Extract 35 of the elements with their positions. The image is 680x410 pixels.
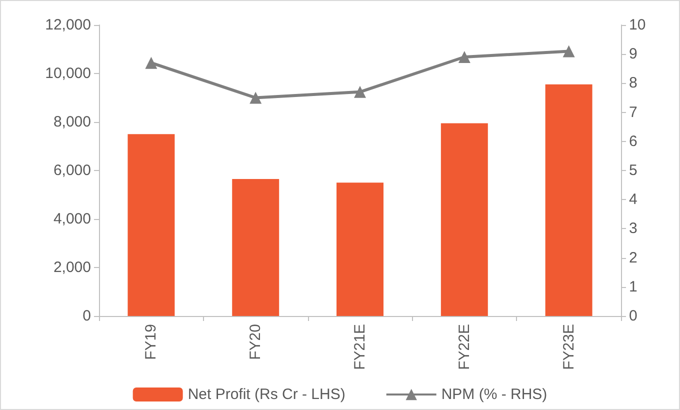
y-tick-label: 4,000 xyxy=(53,210,91,228)
bar xyxy=(545,84,592,316)
y-tick-label: 6,000 xyxy=(53,162,91,179)
x-tick-label: FY20 xyxy=(247,324,264,360)
y2-tick-label: 10 xyxy=(629,16,646,34)
x-tick-label: FY23E xyxy=(560,324,578,370)
y-tick-label: 10,000 xyxy=(45,65,91,82)
y2-tick-label: 5 xyxy=(629,162,638,179)
point xyxy=(145,56,158,69)
y-tick-label: 8,000 xyxy=(53,114,91,130)
y2-tick-label: 2 xyxy=(629,249,638,266)
y2-tick-label: 0 xyxy=(629,308,638,324)
legend-label: Net Profit (Rs Cr - LHS) xyxy=(188,386,346,403)
bar xyxy=(232,178,280,316)
x-tick-label: FY22E xyxy=(456,324,473,370)
x-tick-label: FY21E xyxy=(352,324,368,370)
y2-tick-label: 1 xyxy=(629,278,638,296)
y-tick-label: 0 xyxy=(82,308,91,324)
y2-tick-label: 6 xyxy=(629,132,638,150)
y2-tick-label: 7 xyxy=(629,104,638,121)
bar xyxy=(336,182,384,316)
point xyxy=(354,86,366,98)
y-tick-label: 12,000 xyxy=(45,16,91,34)
y2-tick-label: 9 xyxy=(629,46,638,63)
bar xyxy=(440,123,488,316)
y2-tick-label: 3 xyxy=(629,220,638,238)
legend-label: NPM (% - RHS) xyxy=(441,386,548,403)
y2-tick-label: 8 xyxy=(629,74,638,92)
point xyxy=(250,92,262,104)
point xyxy=(562,45,575,58)
y2-tick-label: 4 xyxy=(629,191,638,208)
x-tick-label: FY19 xyxy=(142,324,160,360)
y-tick-label: 2,000 xyxy=(53,259,91,276)
bar xyxy=(128,134,175,316)
point xyxy=(458,51,470,64)
